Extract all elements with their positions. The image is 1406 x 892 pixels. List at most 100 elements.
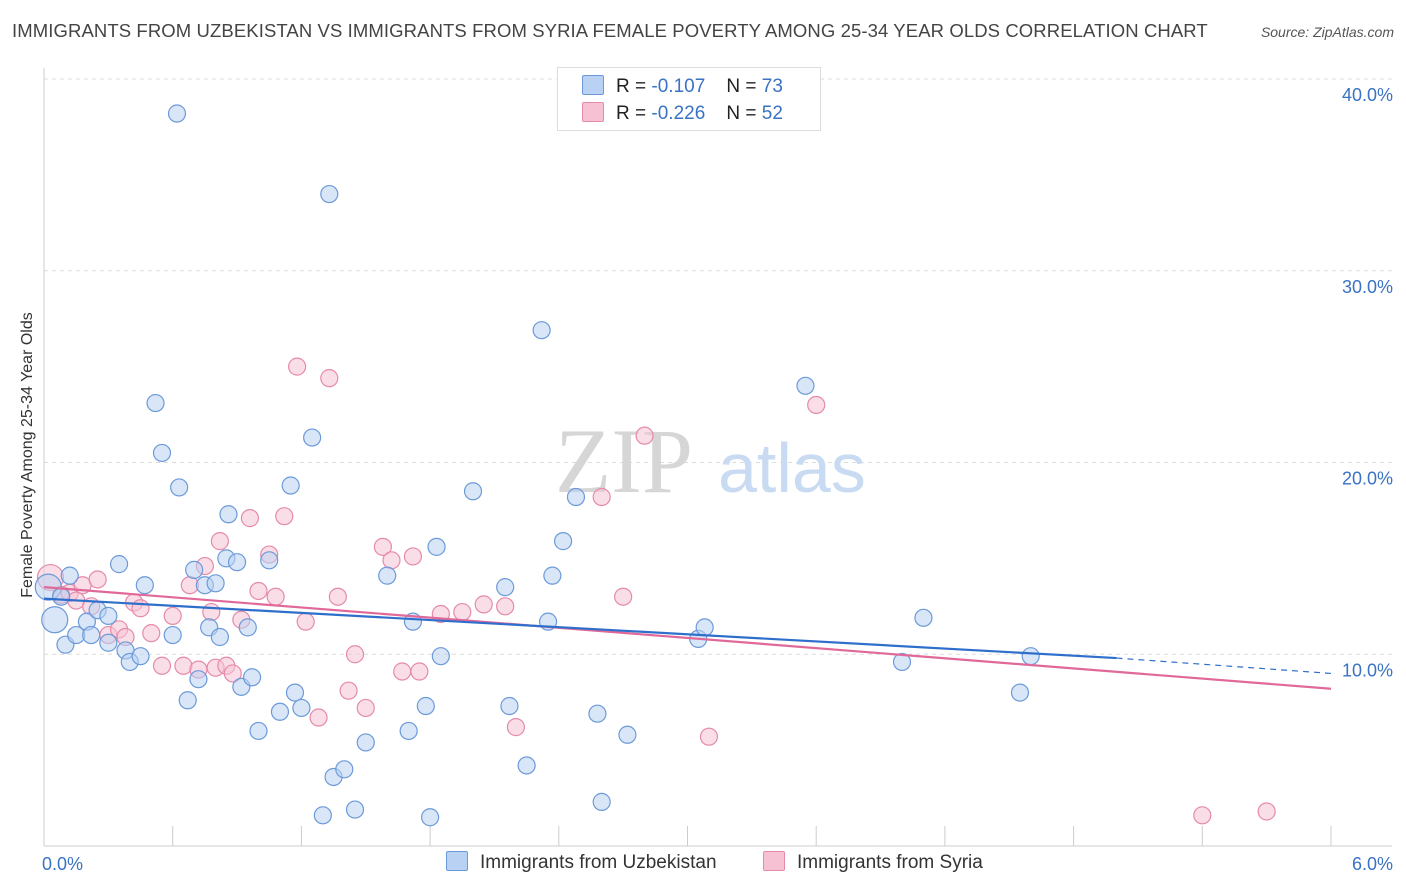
syria-point: [453, 602, 472, 622]
uzbekistan-point: [532, 321, 551, 340]
uzbekistan-point: [399, 721, 418, 741]
uzbekistan-point: [345, 800, 365, 819]
syria-point: [174, 656, 193, 675]
uzbekistan-point: [170, 478, 189, 497]
syria-point: [296, 612, 315, 631]
legend-n-value: 73: [761, 76, 783, 97]
legend-r-value: -0.107: [651, 76, 706, 97]
syria-point: [210, 532, 229, 551]
uzbekistan-point: [892, 652, 912, 672]
syria-point: [373, 537, 393, 556]
uzbekistan-point: [695, 618, 714, 637]
uzbekistan-point: [566, 487, 586, 507]
uzbekistan-point: [152, 443, 172, 463]
uzbekistan-point: [146, 393, 165, 413]
uzbekistan-point: [1021, 647, 1040, 666]
uzbekistan-point: [517, 756, 536, 775]
uzbekistan-point: [82, 625, 101, 645]
uzbekistan-point: [227, 553, 247, 572]
syria-point: [382, 551, 401, 570]
uzbekistan-point: [163, 625, 182, 645]
uzbekistan-point: [285, 683, 305, 702]
uzbekistan-point: [496, 578, 515, 597]
uzbekistan-point: [553, 532, 573, 551]
legend-r-label: R =: [616, 103, 647, 124]
uzbekistan-point: [52, 587, 71, 606]
uzbekistan-point: [320, 184, 339, 204]
x-tick-label: 0.0%: [42, 854, 83, 874]
uzbekistan-point: [313, 806, 332, 825]
correlation-legend: R = -0.107 N = 73 R = -0.226 N = 52: [557, 67, 821, 131]
legend-n-label: N =: [726, 76, 757, 97]
uzbekistan-point: [249, 721, 268, 741]
grid-lines: [44, 78, 1392, 655]
syria-point: [807, 395, 826, 415]
syria-point: [309, 708, 328, 727]
uzbekistan-point: [500, 696, 519, 716]
uzbekistan-trend-extension: [1116, 657, 1332, 675]
syria-point: [393, 662, 412, 681]
uzbekistan-point: [167, 104, 187, 123]
uzbekistan-point: [242, 668, 262, 687]
bottom-legend-swatch-syria: [763, 851, 785, 871]
syria-point: [249, 581, 268, 601]
uzbekistan-point: [99, 606, 118, 626]
syria-point: [699, 727, 719, 746]
uzbekistan-point: [41, 606, 69, 634]
legend-n-value: 52: [761, 103, 783, 124]
syria-point: [328, 587, 347, 606]
y-tick-label: 20.0%: [1342, 469, 1393, 489]
syria-point: [288, 357, 307, 376]
syria-point: [1193, 806, 1212, 825]
uzbekistan-point: [131, 647, 150, 666]
uzbekistan-point: [292, 698, 311, 718]
syria-point: [266, 587, 285, 606]
x-tick-label: 6.0%: [1352, 854, 1393, 874]
legend-swatch-syria: [582, 102, 604, 122]
uzbekistan-point: [356, 733, 375, 752]
syria-point: [320, 369, 339, 388]
syria-point: [131, 599, 150, 618]
syria-point: [356, 698, 375, 718]
syria-point: [403, 547, 423, 566]
syria-point: [223, 664, 242, 683]
legend-swatch-uzbekistan: [582, 75, 604, 95]
uzbekistan-point: [185, 560, 204, 579]
chart-title: IMMIGRANTS FROM UZBEKISTAN VS IMMIGRANTS…: [12, 20, 1208, 41]
uzbekistan-point: [1010, 683, 1030, 702]
uzbekistan-point: [335, 760, 354, 779]
syria-point: [614, 587, 633, 606]
uzbekistan-point: [238, 618, 257, 637]
syria-point: [1257, 802, 1276, 821]
y-tick-label: 40.0%: [1342, 85, 1393, 105]
axes: [43, 68, 1392, 847]
syria-point: [202, 602, 221, 622]
uzbekistan-point: [99, 633, 118, 652]
watermark-atlas: atlas: [718, 429, 866, 507]
syria-point: [142, 624, 161, 643]
legend-n-label: N =: [726, 103, 757, 124]
syria-point: [410, 662, 429, 681]
uzbekistan-point: [210, 627, 229, 647]
syria-point: [496, 597, 515, 616]
syria-point: [592, 487, 611, 507]
watermark: ZIP atlas: [555, 410, 866, 512]
series-uzbekistan-points: [34, 104, 1040, 827]
uzbekistan-point: [189, 670, 208, 689]
uzbekistan-point: [416, 696, 435, 716]
legend-row-uzbekistan: R = -0.107 N = 73: [582, 75, 783, 99]
bottom-legend-label: Immigrants from Uzbekistan: [480, 852, 717, 873]
legend-r-label: R =: [616, 76, 647, 97]
syria-point: [506, 718, 526, 737]
uzbekistan-point: [178, 691, 197, 710]
uzbekistan-trend-line: [43, 597, 1117, 660]
source-label: Source: ZipAtlas.com: [1260, 24, 1394, 40]
uzbekistan-point: [60, 566, 79, 585]
legend-row-syria: R = -0.226 N = 52: [582, 102, 783, 126]
uzbekistan-point: [270, 702, 290, 721]
uzbekistan-point: [281, 476, 300, 495]
uzbekistan-point: [303, 428, 322, 447]
syria-trend-line: [43, 586, 1332, 690]
uzbekistan-point: [796, 376, 815, 395]
